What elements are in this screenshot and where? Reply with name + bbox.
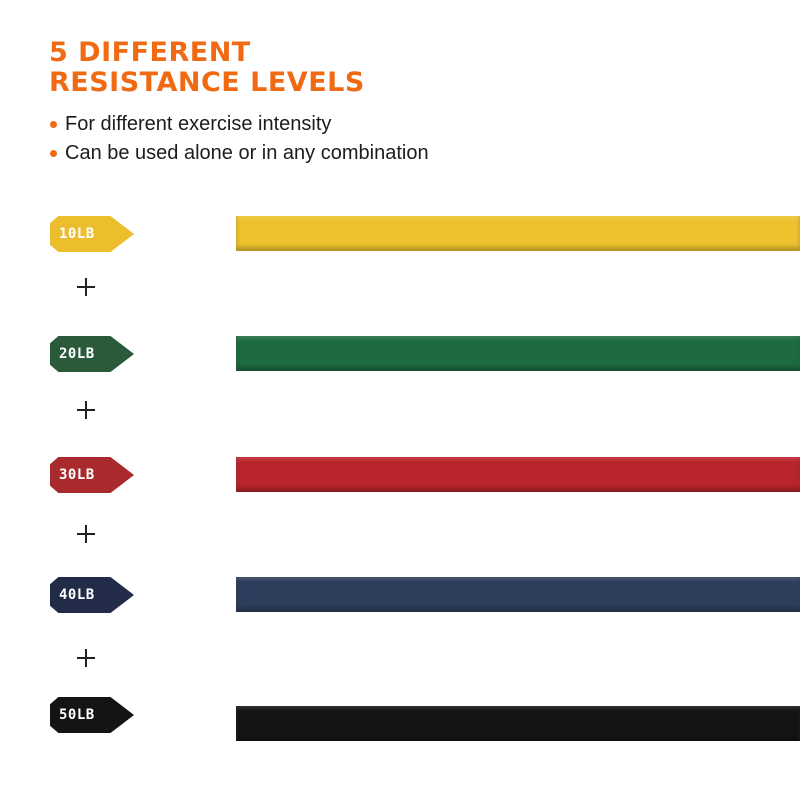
feature-list: For different exercise intensity Can be … (50, 110, 429, 168)
level-tag-30lb: 30LB (50, 457, 134, 493)
plus-icon (76, 277, 96, 297)
level-tag-20lb: 20LB (50, 336, 134, 372)
headline-line-2: RESISTANCE LEVELS (49, 67, 365, 98)
plus-icon (76, 400, 96, 420)
headline: 5 DIFFERENT RESISTANCE LEVELS (49, 38, 365, 98)
plus-icon (76, 648, 96, 668)
headline-line-1: 5 DIFFERENT (49, 37, 251, 68)
bullet-icon (50, 121, 57, 128)
feature-item: Can be used alone or in any combination (50, 139, 429, 168)
feature-text: For different exercise intensity (65, 113, 332, 135)
level-tag-10lb: 10LB (50, 216, 134, 252)
band-20lb (236, 336, 800, 371)
band-50lb (236, 706, 800, 741)
band-30lb (236, 457, 800, 492)
level-tag-50lb: 50LB (50, 697, 134, 733)
level-tag-40lb: 40LB (50, 577, 134, 613)
plus-icon (76, 524, 96, 544)
feature-item: For different exercise intensity (50, 110, 429, 139)
band-40lb (236, 577, 800, 612)
bullet-icon (50, 150, 57, 157)
band-10lb (236, 216, 800, 251)
feature-text: Can be used alone or in any combination (65, 142, 429, 164)
